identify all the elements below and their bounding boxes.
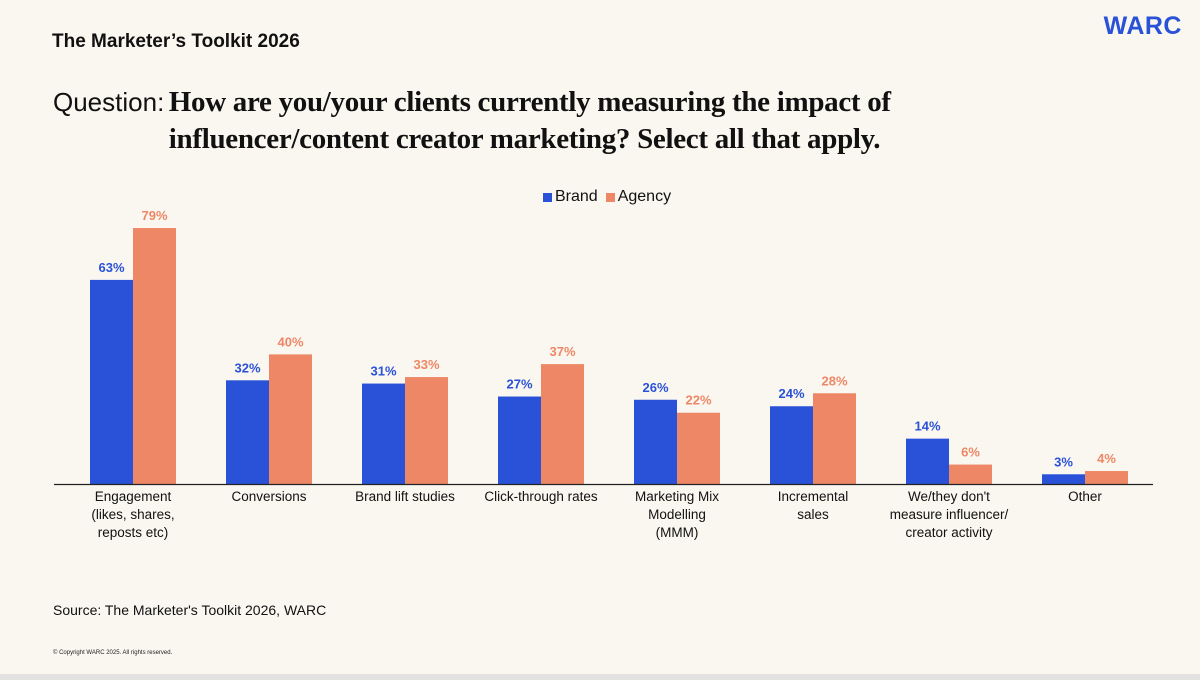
bottom-strip	[0, 674, 1200, 680]
bar-brand	[1042, 474, 1085, 484]
category-label: creator activity	[905, 525, 992, 540]
data-label-brand: 24%	[778, 386, 804, 401]
legend-item-agency: Agency	[605, 188, 672, 206]
category-label: Brand lift studies	[355, 489, 455, 504]
bar-agency	[405, 377, 448, 484]
data-label-agency: 33%	[413, 357, 439, 372]
bar-agency	[1085, 471, 1128, 484]
bar-brand	[498, 396, 541, 484]
data-label-brand: 27%	[506, 377, 532, 392]
category-label: Incremental	[778, 489, 849, 504]
bar-agency	[677, 412, 720, 484]
data-label-agency: 79%	[141, 208, 167, 223]
category-label: measure influencer/	[890, 507, 1009, 522]
category-label: Modelling	[648, 507, 706, 522]
data-label-agency: 4%	[1097, 451, 1116, 466]
category-label: Engagement	[95, 489, 172, 504]
bar-agency	[813, 393, 856, 484]
report-title: The Marketer’s Toolkit 2026	[52, 31, 300, 52]
legend-swatch-agency	[605, 192, 615, 202]
data-label-agency: 6%	[961, 445, 980, 460]
category-label: sales	[797, 507, 829, 522]
question-text: How are you/your clients currently measu…	[168, 86, 891, 155]
chart-legend: Brand Agency	[543, 188, 671, 206]
question-label: Question:	[53, 87, 165, 117]
bar-agency	[541, 364, 584, 484]
category-label: Marketing Mix	[635, 489, 719, 504]
data-label-agency: 40%	[277, 334, 303, 349]
data-label-agency: 28%	[821, 373, 847, 388]
source-note: Source: The Marketer's Toolkit 2026, WAR…	[53, 602, 327, 618]
data-label-agency: 37%	[549, 344, 575, 359]
bar-brand	[906, 438, 949, 484]
data-label-brand: 63%	[98, 260, 124, 275]
bar-brand	[226, 380, 269, 484]
category-label: Conversions	[231, 489, 306, 504]
bar-brand	[362, 383, 405, 484]
data-label-brand: 31%	[370, 364, 396, 379]
legend-label-agency: Agency	[617, 188, 672, 205]
bar-brand	[770, 406, 813, 484]
category-label: (likes, shares,	[91, 507, 174, 522]
legend-swatch-brand	[543, 192, 552, 202]
legend-label-brand: Brand	[555, 188, 598, 205]
warc-logo: WARC	[1103, 12, 1182, 40]
data-label-brand: 14%	[914, 419, 940, 434]
category-label: (MMM)	[656, 525, 699, 540]
bar-agency	[949, 464, 992, 484]
bar-agency	[133, 228, 176, 484]
data-label-brand: 32%	[234, 360, 260, 375]
category-label: reposts etc)	[98, 525, 169, 540]
bar-brand	[634, 399, 677, 484]
data-label-brand: 26%	[642, 380, 668, 395]
data-label-agency: 22%	[685, 393, 711, 408]
bar-agency	[269, 354, 312, 484]
bar-brand	[90, 279, 133, 484]
legend-item-brand: Brand	[543, 188, 598, 206]
question: Question: How are you/your clients curre…	[53, 84, 1053, 158]
data-label-brand: 3%	[1054, 454, 1073, 469]
category-label: Click-through rates	[484, 489, 598, 504]
bar-chart: 63% 79% Engagement (likes, shares, reposts e…	[54, 208, 1153, 540]
category-label: We/they don't	[908, 489, 990, 504]
category-label: Other	[1068, 489, 1102, 504]
copyright-note: © Copyright WARC 2025. All rights reserv…	[53, 650, 173, 656]
